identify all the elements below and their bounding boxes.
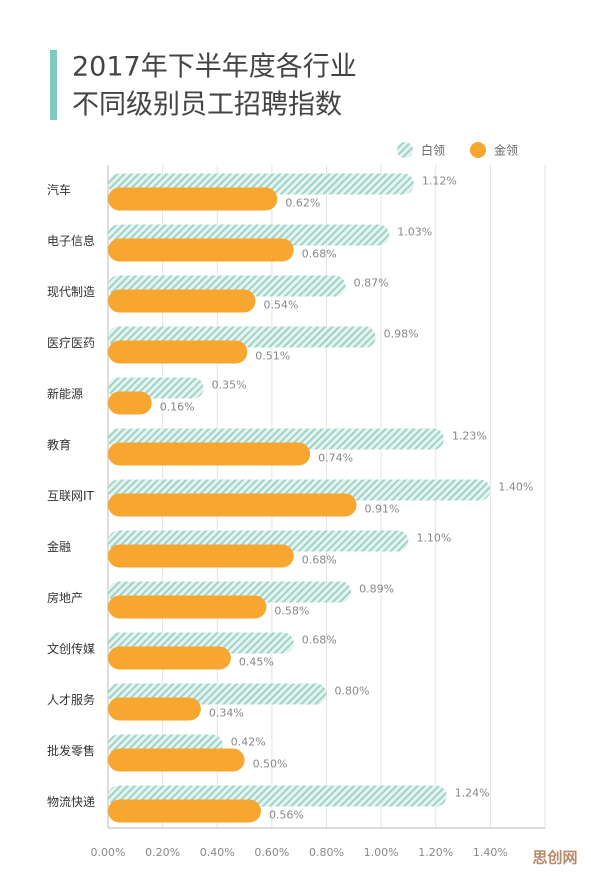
title-accent xyxy=(50,50,57,120)
y-tick-label: 人才服务 xyxy=(47,692,95,707)
x-tick-label: 0.40% xyxy=(200,846,235,859)
value-label: 0.34% xyxy=(209,707,244,720)
bar xyxy=(108,493,357,517)
y-tick-label: 汽车 xyxy=(47,182,71,197)
y-tick-label: 文创传媒 xyxy=(47,641,95,656)
chart-title: 不同级别员工招聘指数 xyxy=(72,90,342,121)
bar xyxy=(108,544,294,568)
value-label: 0.50% xyxy=(253,758,288,771)
legend-swatch xyxy=(397,142,413,158)
legend-label: 金领 xyxy=(494,143,518,158)
value-label: 1.23% xyxy=(452,430,487,443)
y-tick-label: 电子信息 xyxy=(47,233,95,248)
bar xyxy=(108,289,256,313)
y-tick-label: 房地产 xyxy=(47,590,83,605)
value-label: 1.24% xyxy=(455,787,490,800)
bar xyxy=(108,391,152,415)
y-tick-label: 批发零售 xyxy=(47,743,95,758)
value-label: 0.56% xyxy=(269,809,304,822)
bar xyxy=(108,748,245,772)
value-label: 0.62% xyxy=(285,197,320,210)
value-label: 0.80% xyxy=(335,685,370,698)
bar xyxy=(108,595,267,619)
value-label: 0.98% xyxy=(384,328,419,341)
x-tick-label: 0.00% xyxy=(91,846,126,859)
x-tick-label: 0.20% xyxy=(145,846,180,859)
x-tick-label: 1.00% xyxy=(364,846,399,859)
y-tick-label: 物流快递 xyxy=(47,795,95,809)
value-label: 1.03% xyxy=(397,226,432,239)
legend-swatch xyxy=(470,142,486,158)
value-label: 1.40% xyxy=(498,481,533,494)
y-tick-label: 金融 xyxy=(47,539,71,554)
x-tick-label: 0.80% xyxy=(309,846,344,859)
bar xyxy=(108,646,231,670)
x-tick-label: 0.60% xyxy=(254,846,289,859)
value-label: 0.45% xyxy=(239,656,274,669)
value-label: 1.10% xyxy=(416,532,451,545)
value-label: 0.91% xyxy=(365,503,400,516)
value-label: 0.35% xyxy=(212,379,247,392)
chart-title: 2017年下半年度各行业 xyxy=(72,52,357,83)
bar xyxy=(108,442,311,466)
value-label: 0.16% xyxy=(160,401,195,414)
bar xyxy=(108,799,261,823)
value-label: 0.58% xyxy=(274,605,309,618)
value-label: 0.42% xyxy=(231,736,266,749)
legend-label: 白领 xyxy=(421,143,445,158)
bar xyxy=(108,187,278,211)
value-label: 0.51% xyxy=(255,350,290,363)
y-tick-label: 互联网IT xyxy=(47,489,95,503)
bar xyxy=(108,340,248,364)
bar xyxy=(108,238,294,262)
value-label: 0.74% xyxy=(318,452,353,465)
x-tick-label: 1.20% xyxy=(418,846,453,859)
value-label: 0.87% xyxy=(354,277,389,290)
y-tick-label: 教育 xyxy=(47,437,71,452)
bar xyxy=(108,697,201,721)
y-tick-label: 现代制造 xyxy=(47,285,95,299)
value-label: 0.68% xyxy=(302,634,337,647)
y-tick-label: 新能源 xyxy=(47,386,83,401)
x-tick-label: 1.40% xyxy=(473,846,508,859)
watermark: 思创网 xyxy=(532,849,577,867)
value-label: 0.68% xyxy=(302,554,337,567)
value-label: 0.68% xyxy=(302,248,337,261)
value-label: 0.89% xyxy=(359,583,394,596)
value-label: 1.12% xyxy=(422,175,457,188)
value-label: 0.54% xyxy=(263,299,298,312)
y-tick-label: 医疗医药 xyxy=(47,336,95,350)
